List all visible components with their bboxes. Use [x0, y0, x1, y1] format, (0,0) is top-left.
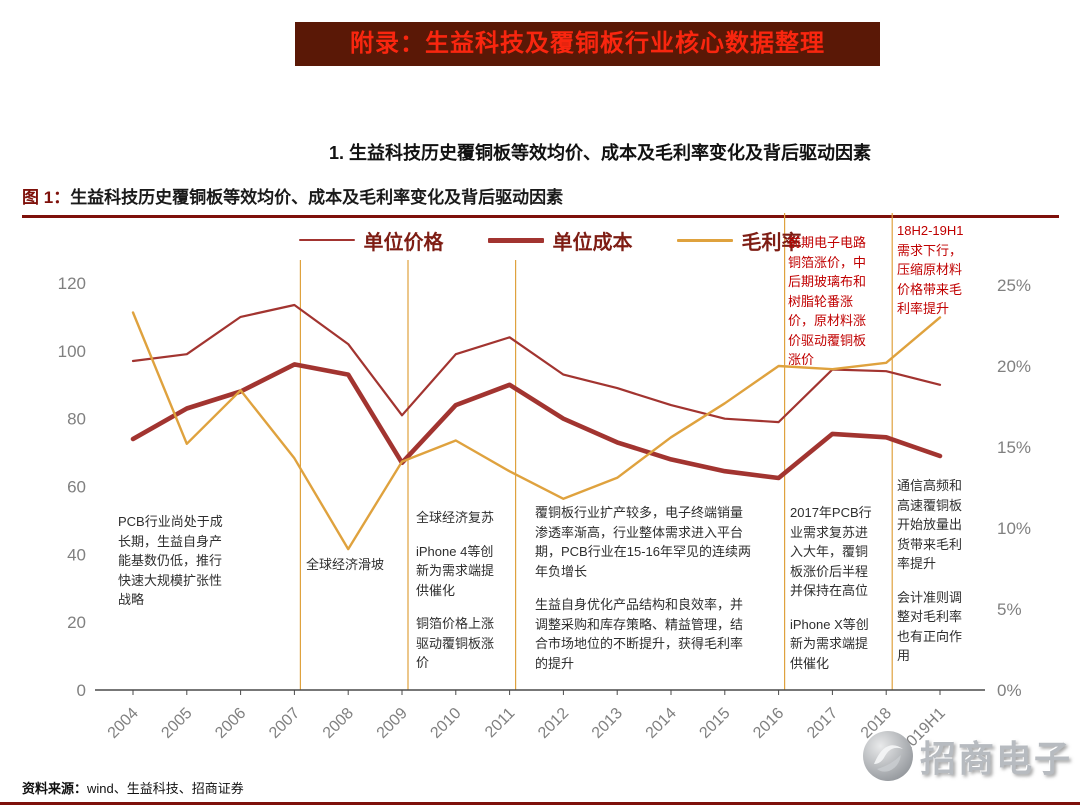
x-axis-label: 2012 — [535, 705, 572, 742]
annotation-text: 全球经济复苏 — [416, 510, 495, 525]
annotation-text: 铜箔价格上涨驱动覆铜板涨价 — [416, 616, 495, 670]
source-label: 资料来源： — [22, 781, 88, 796]
annotation-global-slump: 全球经济滑坡 — [306, 555, 416, 575]
chart-legend: 单位价格 单位成本 毛利率 — [298, 226, 802, 255]
left-axis-label: 100 — [58, 342, 86, 361]
x-axis-label: 2008 — [320, 705, 357, 742]
x-axis-label: 2009 — [374, 705, 411, 742]
right-axis-label: 15% — [997, 438, 1031, 457]
margin-line-sample-icon — [676, 238, 733, 242]
x-axis-label: 2005 — [158, 705, 195, 742]
legend-label-price: 单位价格 — [363, 231, 444, 254]
legend-label-margin: 毛利率 — [741, 231, 802, 254]
appendix-title-banner: 附录：生益科技及覆铜板行业核心数据整理 — [295, 22, 880, 66]
annotation-text: 全球经济滑坡 — [306, 557, 385, 572]
annotation-high-speed-ccl: 通信高频和高速覆铜板开始放量出货带来毛利率提升 会计准则调整对毛利率也有正向作用 — [897, 476, 969, 666]
x-axis-label: 2014 — [643, 705, 680, 742]
margin-line — [131, 311, 942, 551]
annotation-text: 覆铜板行业扩产较多，电子终端销量渗透率渐高，行业整体需求进入平台期，PCB行业在… — [535, 505, 751, 579]
x-axis-label: 2007 — [266, 705, 303, 742]
x-axis-label: 2013 — [589, 705, 626, 742]
cms-logo-icon — [862, 731, 913, 781]
annotation-text: 会计准则调整对毛利率也有正向作用 — [897, 589, 963, 664]
figure-caption: 图 1：生益科技历史覆铜板等效均价、成本及毛利率变化及背后驱动因素 — [22, 183, 1059, 218]
left-axis-label: 80 — [67, 410, 86, 429]
cost-line — [130, 362, 943, 481]
right-axis-label: 5% — [997, 600, 1022, 619]
watermark-text: 招商电子 — [919, 738, 1072, 779]
legend-item-unit-cost: 单位成本 — [487, 226, 633, 255]
price-line — [131, 303, 942, 424]
right-axis-label: 25% — [997, 276, 1031, 295]
x-axis-label: 2016 — [750, 705, 787, 742]
annotation-18h2-19h1: 18H2-19H1需求下行，压缩原材料价格带来毛利率提升 — [897, 221, 973, 319]
x-axis-label: 2017 — [804, 705, 841, 742]
cost-line-sample-icon — [487, 237, 544, 243]
annotation-2017-demand: 2017年PCB行业需求复苏进入大年，覆铜板涨价后半程并保持在高位 iPhone… — [790, 503, 880, 673]
annotation-text: iPhone 4等创新为需求端提供催化 — [416, 543, 495, 598]
data-source: 资料来源：wind、生益科技、招商证券 — [22, 778, 244, 797]
annotation-text: 前期电子电路铜箔涨价，中后期玻璃布和树脂轮番涨价，原材料涨价驱动覆铜板涨价 — [788, 235, 867, 367]
footer-rule — [0, 802, 1080, 805]
right-axis-label: 20% — [997, 357, 1031, 376]
annotation-text: PCB行业尚处于成长期，生益自身产能基数仍低，推行快速大规模扩张性战略 — [118, 514, 223, 607]
right-axis-label: 10% — [997, 519, 1031, 538]
source-text: wind、生益科技、招商证券 — [87, 781, 244, 796]
left-axis-label: 20 — [67, 613, 86, 632]
figure-title: 生益科技历史覆铜板等效均价、成本及毛利率变化及背后驱动因素 — [70, 188, 564, 207]
legend-item-unit-price: 单位价格 — [298, 226, 444, 255]
cms-watermark: 招商电子 — [861, 729, 1072, 783]
left-axis-label: 40 — [67, 545, 86, 564]
annotation-raw-material-rise: 前期电子电路铜箔涨价，中后期玻璃布和树脂轮番涨价，原材料涨价驱动覆铜板涨价 — [788, 233, 874, 370]
x-axis-label: 2010 — [427, 705, 464, 742]
annotation-platform-period: 覆铜板行业扩产较多，电子终端销量渗透率渐高，行业整体需求进入平台期，PCB行业在… — [535, 503, 751, 673]
annotation-recovery: 全球经济复苏 iPhone 4等创新为需求端提供催化 铜箔价格上涨驱动覆铜板涨价 — [416, 508, 506, 673]
annotation-text: 2017年PCB行业需求复苏进入大年，覆铜板涨价后半程并保持在高位 — [790, 505, 872, 598]
annotation-text: 18H2-19H1需求下行，压缩原材料价格带来毛利率提升 — [897, 223, 964, 316]
price-line-sample-icon — [298, 239, 355, 241]
legend-item-gross-margin: 毛利率 — [676, 226, 802, 255]
figure-label: 图 1： — [22, 188, 71, 207]
x-axis-label: 2006 — [212, 705, 249, 742]
x-axis-label: 2011 — [482, 705, 518, 741]
annotation-text: 生益自身优化产品结构和良效率，并调整采购和库存策略、精益管理，结合市场地位的不断… — [535, 597, 744, 671]
left-axis-label: 60 — [67, 478, 86, 497]
x-axis-label: 2015 — [696, 705, 733, 742]
left-axis-label: 0 — [77, 681, 86, 700]
x-axis-label: 2004 — [105, 705, 142, 742]
legend-label-cost: 单位成本 — [552, 231, 633, 254]
left-axis-label: 120 — [58, 274, 86, 293]
annotation-early-growth: PCB行业尚处于成长期，生益自身产能基数仍低，推行快速大规模扩张性战略 — [118, 512, 230, 610]
annotation-text: 通信高频和高速覆铜板开始放量出货带来毛利率提升 — [897, 478, 963, 571]
right-axis-label: 0% — [997, 681, 1022, 700]
section-title: 1. 生益科技历史覆铜板等效均价、成本及毛利率变化及背后驱动因素 — [328, 143, 871, 163]
annotation-text: iPhone X等创新为需求端提供催化 — [790, 616, 869, 671]
